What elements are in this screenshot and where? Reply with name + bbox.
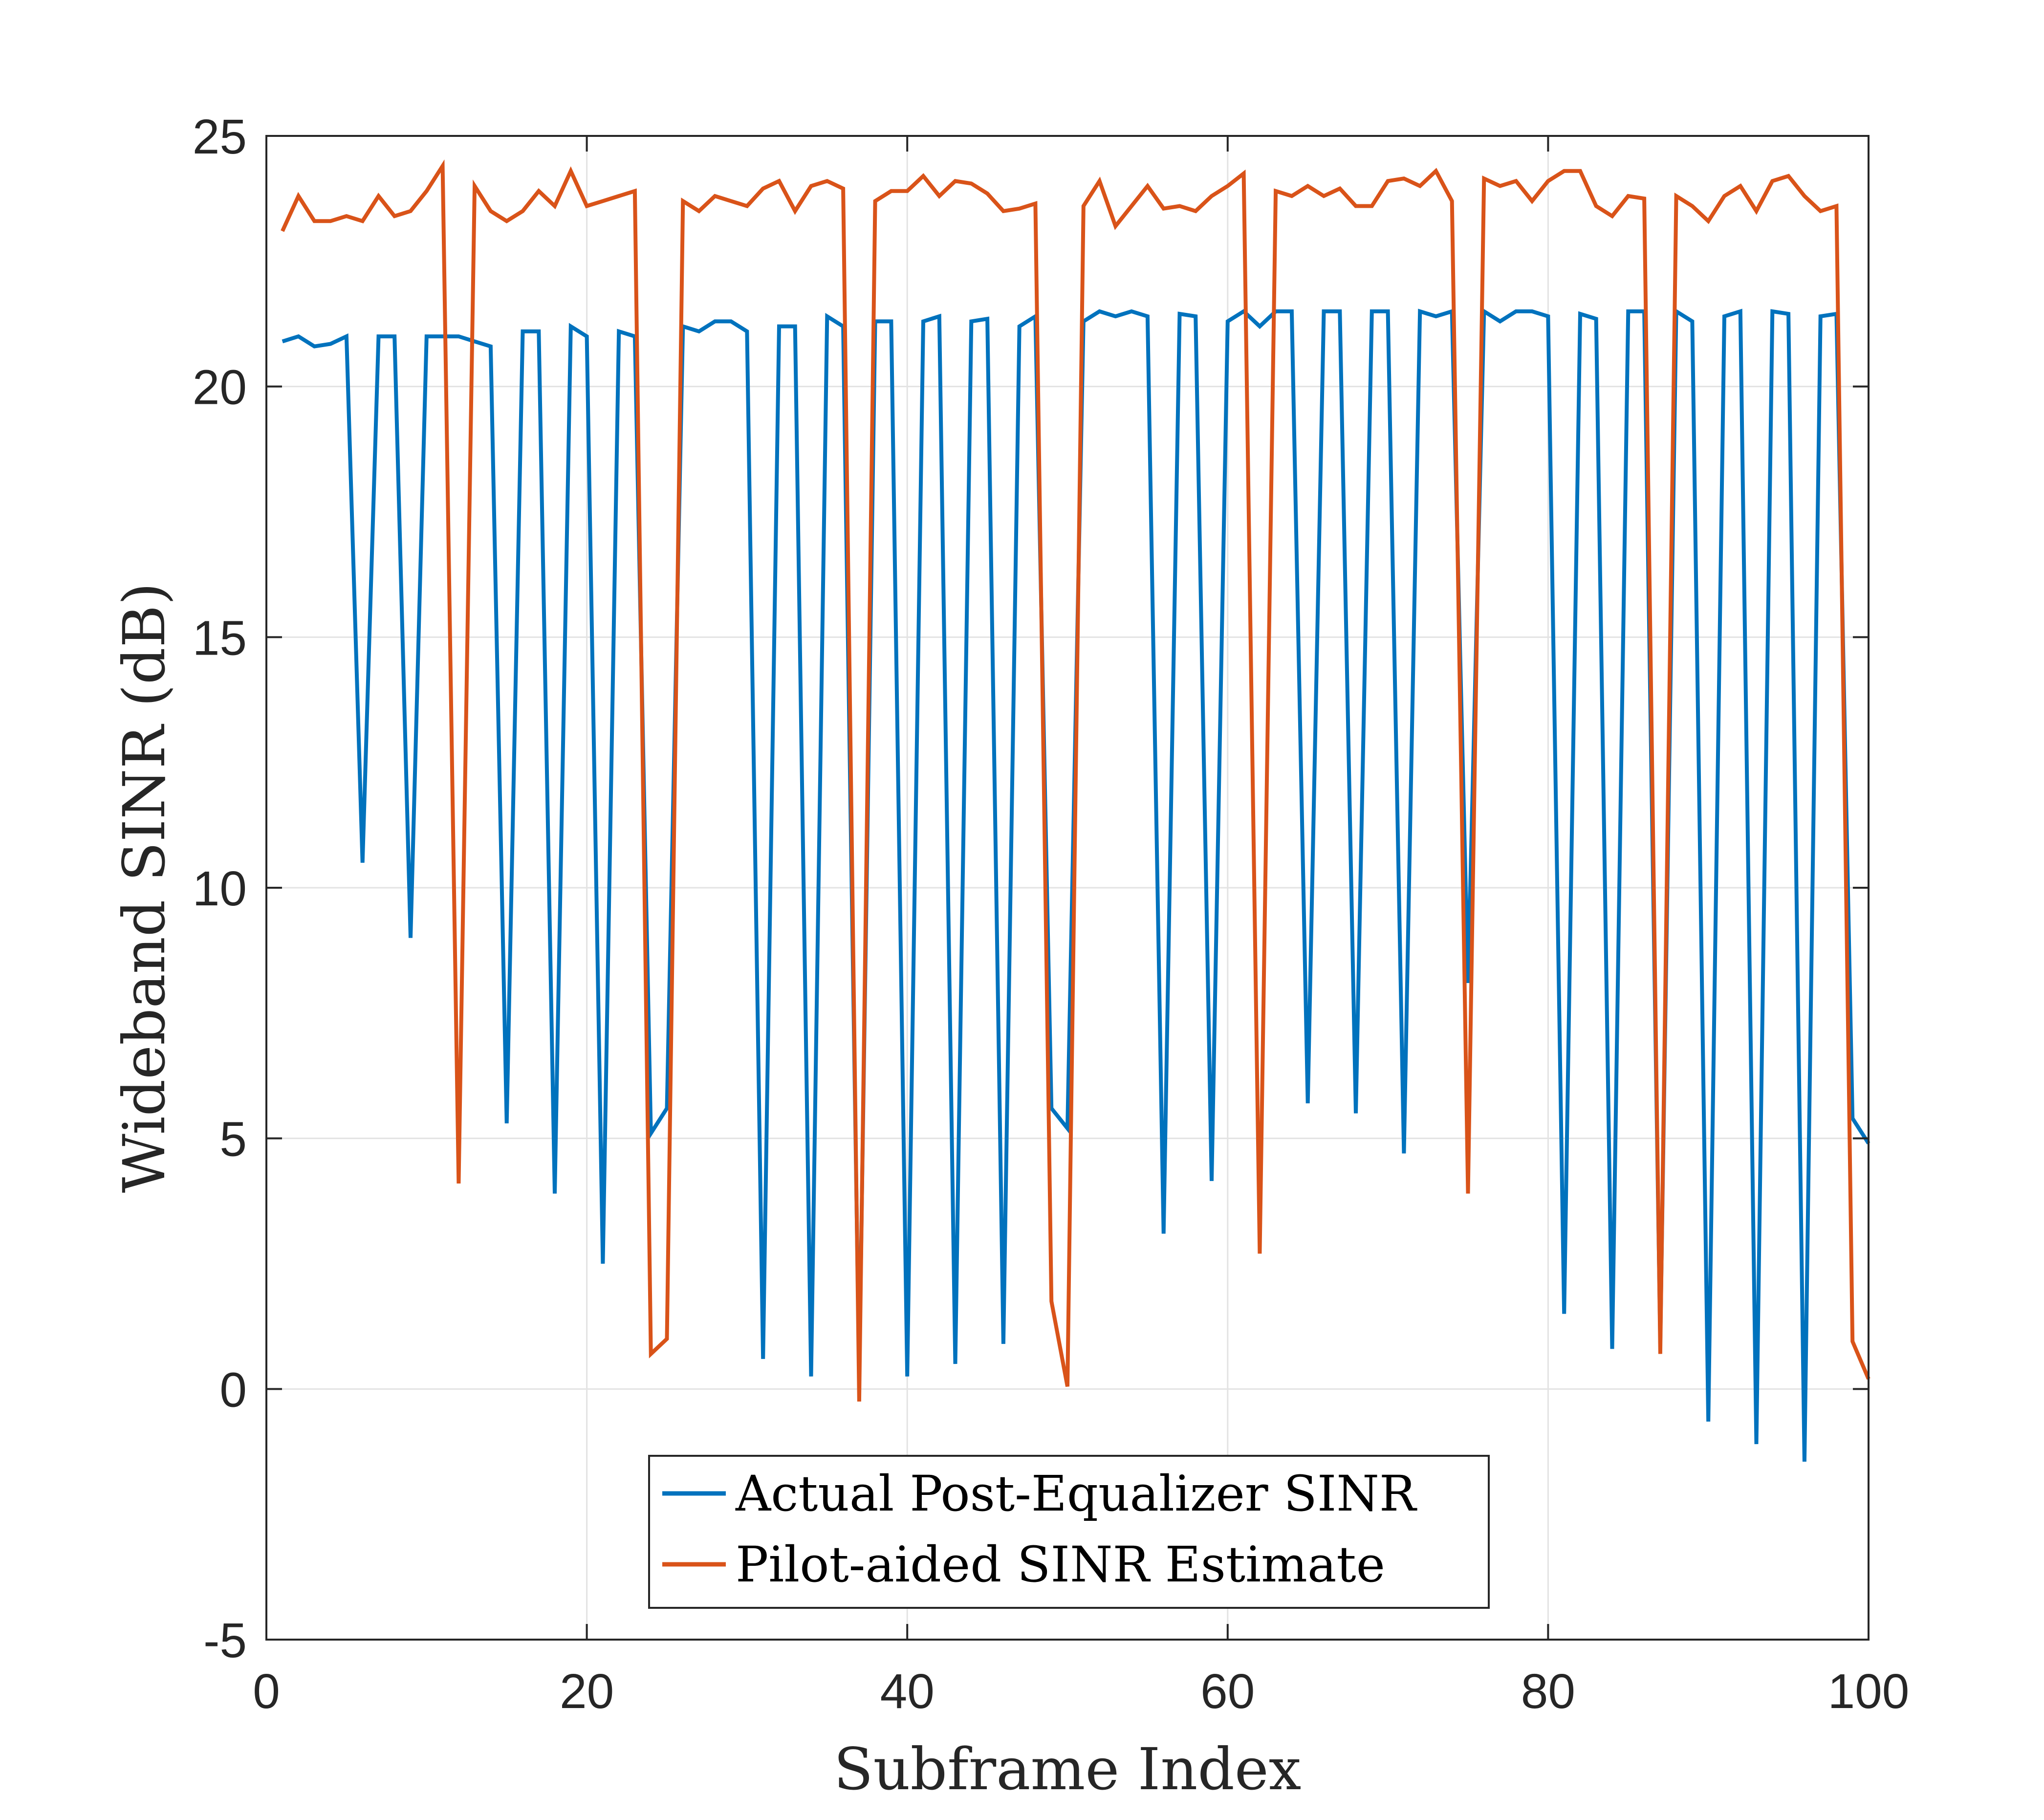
x-tick-label: 0 [253, 1664, 280, 1719]
y-tick-label: 0 [219, 1362, 247, 1417]
x-tick-label: 80 [1521, 1664, 1575, 1719]
legend-label-actual: Actual Post-Equalizer SINR [735, 1465, 1417, 1522]
y-tick-label: 20 [193, 360, 247, 415]
x-tick-label: 20 [560, 1664, 614, 1719]
legend-box [648, 1455, 1490, 1609]
x-tick-labels: 0 20 40 60 80 100 [253, 1664, 1909, 1719]
y-tick-labels: -5 0 5 10 15 20 25 [193, 110, 247, 1668]
x-tick-label: 100 [1828, 1664, 1910, 1719]
y-tick-label: 15 [193, 611, 247, 665]
x-tick-label: 60 [1200, 1664, 1255, 1719]
y-tick-label: -5 [203, 1613, 247, 1668]
legend-label-estimate: Pilot-aided SINR Estimate [736, 1536, 1385, 1593]
y-tick-label: 10 [193, 861, 247, 916]
y-tick-label: 25 [193, 110, 247, 164]
axis-ticks [265, 135, 1870, 1641]
y-tick-label: 5 [219, 1112, 247, 1167]
series-lines [281, 159, 1870, 1462]
y-axis-title: Wideband SINR (dB) [110, 583, 178, 1193]
series-line-estimate [281, 159, 1870, 1402]
legend: Actual Post-Equalizer SINR Pilot-aided S… [648, 1455, 1490, 1609]
x-tick-label: 40 [880, 1664, 935, 1719]
x-axis-title: Subframe Index [834, 1735, 1302, 1803]
